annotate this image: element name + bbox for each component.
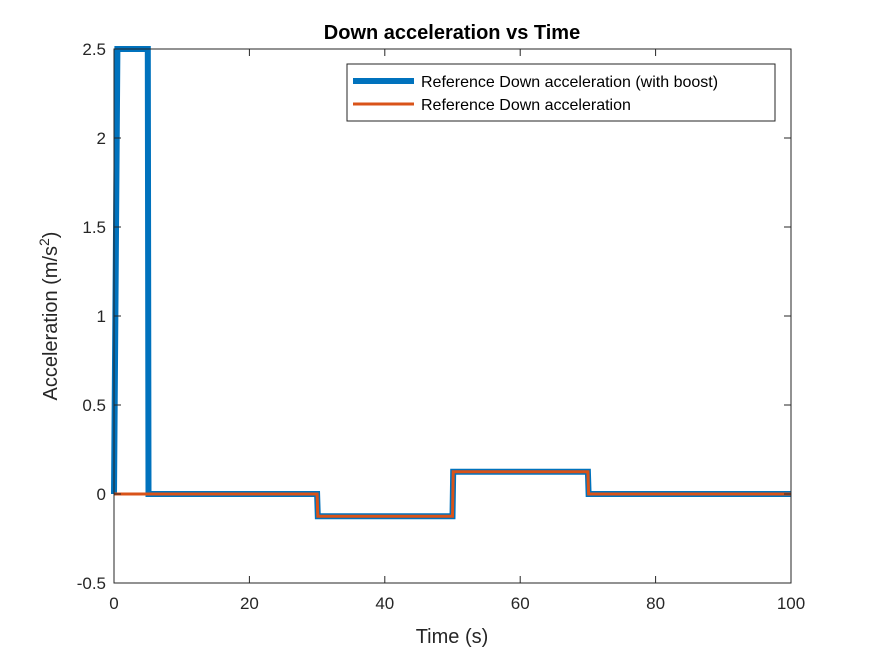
chart-title: Down acceleration vs Time	[324, 22, 580, 44]
x-tick-label: 20	[240, 594, 259, 613]
y-tick-label: 1.5	[82, 218, 106, 237]
y-tick-label: -0.5	[77, 574, 106, 593]
y-tick-label: 2	[97, 129, 106, 148]
x-tick-label: 40	[375, 594, 394, 613]
x-tick-label: 0	[109, 594, 118, 613]
y-tick-label: 0	[97, 485, 106, 504]
legend: Reference Down acceleration (with boost)…	[346, 63, 776, 122]
y-axis-label: Acceleration (m/s2)	[36, 232, 62, 401]
y-tick-label: 0.5	[82, 396, 106, 415]
y-axis-label-superscript: 2	[36, 238, 52, 246]
series-line-2	[114, 470, 791, 518]
legend-box	[346, 63, 776, 122]
y-tick-label: 2.5	[82, 40, 106, 59]
x-tick-label: 100	[777, 594, 805, 613]
legend-label-1: Reference Down acceleration (with boost)	[421, 74, 718, 91]
ticks-layer: 0 20 40 60 80 100-0.500.511.522.5	[77, 40, 805, 613]
y-axis-label-close: )	[40, 232, 62, 239]
y-tick-label: 1	[97, 307, 106, 326]
x-axis-label: Time (s)	[416, 626, 489, 648]
legend-label-2: Reference Down acceleration	[421, 97, 631, 114]
y-axis-label-main: Acceleration (m/s	[40, 246, 62, 401]
x-tick-label: 80	[646, 594, 665, 613]
x-tick-label: 60	[511, 594, 530, 613]
